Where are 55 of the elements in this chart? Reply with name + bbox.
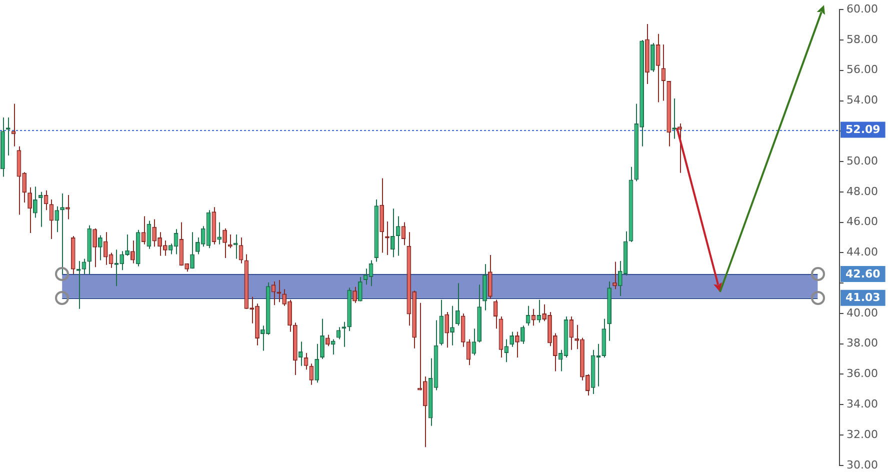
candlestick <box>190 232 194 270</box>
candlestick <box>569 316 574 350</box>
candlestick <box>320 318 324 360</box>
candlestick <box>678 123 682 174</box>
candlestick <box>536 299 542 324</box>
candlestick <box>325 334 330 347</box>
candlestick <box>656 33 660 103</box>
y-tick-label: 54.00 <box>846 94 878 107</box>
candlestick <box>396 216 400 256</box>
candlestick <box>455 282 460 326</box>
candlestick <box>222 228 227 259</box>
candlestick <box>336 326 341 340</box>
candlestick <box>526 305 530 326</box>
candlestick <box>358 276 362 302</box>
candlestick <box>54 206 60 233</box>
y-tick-label: 50.00 <box>846 154 878 168</box>
candlestick <box>92 228 97 268</box>
y-tick-label: 36.00 <box>846 367 878 380</box>
candlestick <box>510 331 514 348</box>
candlestick <box>314 343 320 384</box>
candlestick <box>390 208 395 258</box>
candlestick <box>493 299 498 330</box>
candlestick <box>98 234 102 261</box>
candlestick <box>488 254 492 300</box>
candlestick <box>520 325 525 344</box>
candlestick <box>450 305 454 346</box>
candlestick <box>66 194 70 220</box>
y-tick-label: 32.00 <box>846 428 878 441</box>
y-tick-label: 38.00 <box>846 336 878 350</box>
candlestick <box>28 186 32 234</box>
ref-line-label: 42.60 <box>846 267 881 280</box>
y-tick-label: 44.00 <box>846 246 878 259</box>
y-tick-label: 60.00 <box>846 2 878 16</box>
candlestick <box>515 331 520 358</box>
ref-line-label: 52.09 <box>846 123 880 136</box>
y-tick-label: 34.00 <box>846 397 878 410</box>
y-tick-label: 58.00 <box>846 32 878 46</box>
y-tick-label: 46.00 <box>846 215 878 228</box>
candlestick <box>309 363 314 386</box>
candlestick <box>650 42 655 72</box>
y-tick-label: 40.00 <box>846 306 878 320</box>
candlestick <box>298 341 303 366</box>
ref-line-label: 41.03 <box>846 291 880 304</box>
candlestick <box>504 338 509 363</box>
candlestick <box>38 191 43 228</box>
candlestick <box>60 192 64 274</box>
candlestick <box>130 240 135 264</box>
candlestick <box>352 286 357 304</box>
y-tick-label: 30.00 <box>846 458 878 472</box>
candlestick <box>33 186 38 218</box>
y-tick-label: 56.00 <box>846 63 878 76</box>
candlestick <box>472 328 476 356</box>
candlestick <box>444 311 450 348</box>
candlestick <box>217 222 222 245</box>
y-tick-label: 48.00 <box>846 184 878 198</box>
